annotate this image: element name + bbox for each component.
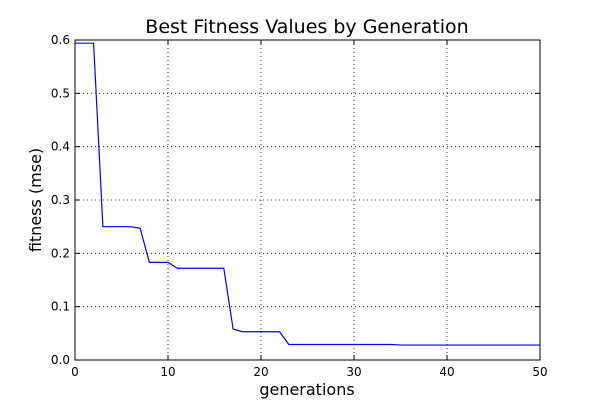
x-tick-label: 40 [439,365,454,379]
axes-frame [74,39,541,361]
y-tick-label: 0.5 [51,86,70,100]
y-tick-label: 0.6 [51,33,70,47]
x-tick-label: 10 [160,365,175,379]
chart-title: Best Fitness Values by Generation [145,16,468,38]
y-tick-label: 0.0 [51,353,70,367]
y-axis-label: fitness (mse) [26,148,45,252]
x-tick-label: 30 [346,365,361,379]
y-tick-label: 0.1 [51,300,70,314]
axis-ticks: 0 10 20 30 40 50 0.0 0.1 0.2 0.3 0.4 0.5 0.6 [51,33,548,379]
y-tick-label: 0.4 [51,140,70,154]
y-tick-label: 0.2 [51,246,70,260]
y-tick-label: 0.3 [51,193,70,207]
x-tick-label: 20 [253,365,268,379]
x-tick-label: 0 [71,365,79,379]
x-axis-label: generations [259,380,354,399]
x-tick-label: 50 [532,365,547,379]
series-line [75,42,540,346]
plot-area [75,42,540,346]
grid-lines [75,40,540,360]
